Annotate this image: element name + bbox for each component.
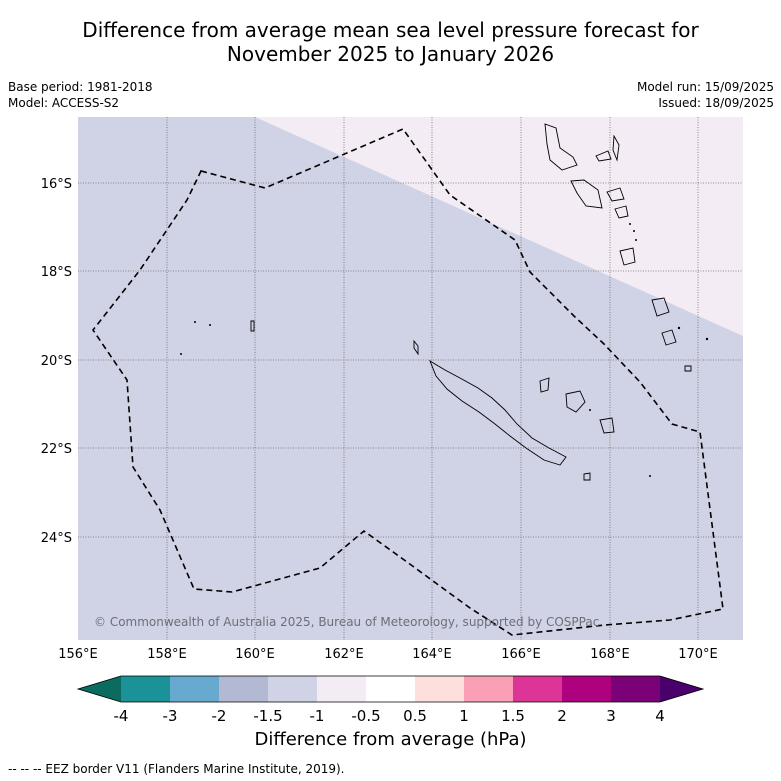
lifou-island: [565, 390, 586, 413]
malekula-island: [570, 179, 603, 209]
tanna-island: [661, 329, 677, 346]
mare-island: [599, 417, 615, 434]
colorbar-segment: [513, 676, 562, 702]
islet: [677, 326, 681, 330]
colorbar-tick-label: -1: [310, 707, 325, 725]
base-period: Base period: 1981-2018: [8, 80, 153, 94]
erromango-island: [651, 297, 670, 317]
espiritu-santo-island: [544, 123, 578, 171]
anomaly-field-upper-right: [255, 117, 743, 336]
epi-island: [614, 205, 629, 219]
colorbar-tick-label: -2: [212, 707, 227, 725]
maewo-island: [595, 150, 612, 162]
model-run: Model run: 15/09/2025: [636, 80, 774, 94]
colorbar-title: Difference from average (hPa): [254, 729, 527, 750]
title-line-1: Difference from average mean sea level p…: [82, 18, 699, 42]
copyright-notice: © Commonwealth of Australia 2025, Bureau…: [94, 615, 599, 629]
lon-label: 168°E: [590, 647, 630, 662]
aneityum-island: [684, 365, 692, 372]
lon-label: 166°E: [501, 647, 541, 662]
colorbar-segment: [121, 676, 170, 702]
islet: [209, 324, 211, 326]
small-islets: [180, 223, 709, 477]
colorbar-outline: [76, 675, 705, 703]
islet: [635, 239, 637, 241]
lon-label: 156°E: [58, 647, 98, 662]
islet: [629, 223, 631, 225]
islet: [194, 321, 196, 323]
colorbar-segment: [562, 676, 611, 702]
belep-island: [413, 339, 419, 356]
colorbar-tick-label: 2: [557, 707, 567, 725]
longitude-labels: 156°E 158°E 160°E 162°E 164°E 166°E 168°…: [58, 647, 718, 662]
coastlines: [250, 123, 692, 481]
colorbar-tick-label: -0.5: [351, 707, 380, 725]
islet: [589, 409, 591, 411]
ambrym-island: [606, 187, 625, 202]
islet: [705, 337, 709, 341]
eez-border: [92, 128, 724, 636]
colorbar-segment: [464, 676, 513, 702]
new-caledonia-mainland: [429, 359, 567, 466]
colorbar-segment: [317, 676, 366, 702]
title-line-2: November 2025 to January 2026: [226, 42, 555, 66]
pentecost-island: [612, 134, 620, 162]
colorbar-segment: [219, 676, 268, 702]
colorbar-tick-label: -4: [114, 707, 129, 725]
lat-label: 24°S: [41, 531, 72, 546]
map-plot-area: © Commonwealth of Australia 2025, Bureau…: [78, 117, 743, 640]
islet: [649, 475, 651, 477]
chesterfield-reef: [250, 320, 255, 332]
graticule: [78, 117, 743, 640]
colorbar-tick-label: 1: [459, 707, 469, 725]
lat-label: 16°S: [41, 177, 72, 192]
colorbar-tick-label: 4: [655, 707, 665, 725]
efate-island: [619, 247, 636, 266]
issued-date: Issued: 18/09/2025: [658, 96, 774, 110]
colorbar-tick-label: 1.5: [501, 707, 525, 725]
colorbar-segment: [268, 676, 317, 702]
ouvea-island: [539, 377, 550, 393]
lon-label: 158°E: [147, 647, 187, 662]
colorbar-segment: [611, 676, 660, 702]
colorbar-tick-label: -3: [163, 707, 178, 725]
lon-label: 160°E: [235, 647, 275, 662]
lon-label: 164°E: [412, 647, 452, 662]
islet: [633, 230, 635, 232]
meta-left: Base period: 1981-2018 Model: ACCESS-S2: [8, 79, 153, 111]
lat-label: 20°S: [41, 354, 72, 369]
colorbar-segment: [366, 676, 415, 702]
lon-label: 170°E: [678, 647, 718, 662]
lat-label: 22°S: [41, 442, 72, 457]
colorbar-tick-label: 3: [606, 707, 616, 725]
lat-label: 18°S: [41, 265, 72, 280]
colorbar-tick-label: -1.5: [253, 707, 282, 725]
lon-label: 162°E: [324, 647, 364, 662]
isle-of-pines: [583, 472, 591, 481]
latitude-labels: 16°S 18°S 20°S 22°S 24°S: [41, 177, 72, 546]
colorbar-extend-high: [660, 676, 703, 702]
colorbar-segment: [170, 676, 219, 702]
map-title: Difference from average mean sea level p…: [0, 18, 781, 66]
islet: [180, 353, 182, 355]
colorbar-segment: [415, 676, 464, 702]
colorbar-tick-label: 0.5: [403, 707, 427, 725]
eez-footnote: -- -- -- EEZ border V11 (Flanders Marine…: [8, 762, 345, 776]
model-name: Model: ACCESS-S2: [8, 96, 120, 110]
colorbar: -4 -3 -2 -1.5 -1 -0.5 0.5 1 1.5 2 3 4: [76, 675, 705, 725]
colorbar-extend-low: [78, 676, 121, 702]
meta-right: Model run: 15/09/2025 Issued: 18/09/2025: [637, 79, 774, 111]
